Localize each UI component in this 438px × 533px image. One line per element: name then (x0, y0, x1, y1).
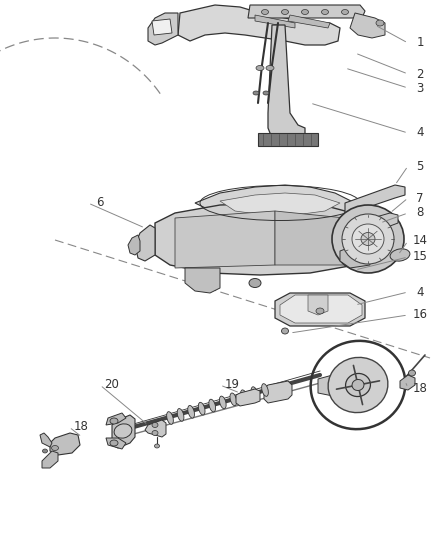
Ellipse shape (198, 402, 205, 415)
Ellipse shape (316, 308, 324, 314)
Text: 6: 6 (96, 197, 104, 209)
Polygon shape (175, 211, 275, 268)
Polygon shape (106, 413, 126, 425)
Polygon shape (350, 13, 385, 38)
Ellipse shape (114, 424, 132, 438)
Polygon shape (264, 381, 292, 403)
Ellipse shape (42, 449, 47, 453)
Ellipse shape (352, 224, 384, 254)
Text: 3: 3 (416, 82, 424, 94)
Ellipse shape (321, 10, 328, 14)
Ellipse shape (301, 10, 308, 14)
Ellipse shape (188, 406, 194, 418)
Ellipse shape (110, 440, 118, 446)
Ellipse shape (251, 387, 258, 399)
Polygon shape (308, 295, 328, 315)
Ellipse shape (390, 249, 410, 261)
Text: 19: 19 (225, 378, 240, 392)
Polygon shape (236, 389, 260, 406)
Text: 4: 4 (416, 286, 424, 298)
Polygon shape (345, 185, 405, 215)
Polygon shape (318, 373, 348, 397)
Polygon shape (340, 248, 370, 268)
Ellipse shape (282, 328, 289, 334)
Text: 20: 20 (105, 378, 120, 392)
Ellipse shape (361, 232, 375, 246)
Polygon shape (400, 375, 415, 390)
Polygon shape (178, 5, 340, 45)
Ellipse shape (230, 393, 237, 406)
Polygon shape (40, 433, 52, 447)
Ellipse shape (263, 91, 269, 95)
Polygon shape (128, 235, 140, 255)
Text: 2: 2 (416, 68, 424, 80)
Ellipse shape (249, 279, 261, 287)
Ellipse shape (110, 418, 118, 424)
Polygon shape (258, 133, 318, 146)
Ellipse shape (376, 20, 384, 26)
Ellipse shape (152, 423, 158, 427)
Polygon shape (145, 420, 166, 437)
Polygon shape (280, 295, 362, 323)
Text: 18: 18 (413, 382, 427, 394)
Ellipse shape (209, 399, 215, 412)
Ellipse shape (282, 10, 289, 14)
Polygon shape (348, 213, 398, 237)
Ellipse shape (409, 370, 416, 376)
Ellipse shape (52, 446, 59, 450)
Ellipse shape (342, 214, 394, 264)
Ellipse shape (177, 409, 184, 421)
Text: 14: 14 (413, 235, 427, 247)
Polygon shape (50, 433, 80, 455)
Polygon shape (148, 13, 178, 45)
Text: 16: 16 (413, 309, 427, 321)
Polygon shape (255, 15, 295, 28)
Polygon shape (275, 211, 348, 265)
Polygon shape (220, 193, 340, 215)
Polygon shape (135, 225, 155, 261)
Ellipse shape (332, 205, 404, 273)
Text: 8: 8 (416, 206, 424, 220)
Text: 5: 5 (416, 159, 424, 173)
Polygon shape (185, 268, 220, 293)
Ellipse shape (219, 396, 226, 409)
Text: 15: 15 (413, 251, 427, 263)
Polygon shape (152, 19, 172, 35)
Ellipse shape (152, 431, 158, 435)
Ellipse shape (266, 66, 274, 70)
Polygon shape (42, 451, 58, 468)
Ellipse shape (155, 444, 159, 448)
Text: 7: 7 (416, 191, 424, 205)
Text: 4: 4 (416, 126, 424, 140)
Ellipse shape (261, 384, 268, 397)
Polygon shape (248, 5, 365, 18)
Ellipse shape (328, 358, 388, 413)
Polygon shape (106, 438, 126, 449)
Polygon shape (268, 25, 305, 138)
Ellipse shape (256, 66, 264, 70)
Polygon shape (155, 203, 375, 275)
Ellipse shape (352, 379, 364, 391)
Ellipse shape (342, 10, 349, 14)
Polygon shape (112, 415, 135, 448)
Polygon shape (275, 293, 365, 326)
Ellipse shape (240, 390, 247, 402)
Ellipse shape (261, 10, 268, 14)
Polygon shape (288, 15, 330, 28)
Polygon shape (195, 185, 355, 223)
Ellipse shape (253, 91, 259, 95)
Ellipse shape (166, 411, 173, 424)
Text: 1: 1 (416, 36, 424, 50)
Text: 18: 18 (74, 421, 88, 433)
Ellipse shape (346, 374, 371, 397)
